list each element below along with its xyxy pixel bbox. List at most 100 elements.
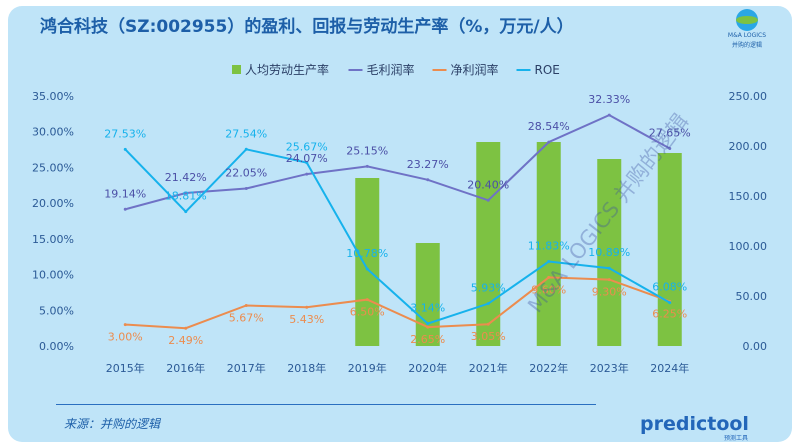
data-point — [123, 207, 127, 211]
source-note: 来源：并购的逻辑 — [64, 417, 161, 431]
bar — [597, 159, 622, 346]
data-point — [305, 305, 309, 309]
bar — [415, 243, 440, 346]
gross-margin-label: 28.54% — [528, 120, 570, 133]
legend-label: 净利润率 — [451, 62, 499, 77]
gross-margin-label: 27.65% — [649, 127, 691, 140]
roe-label: 10.78% — [346, 247, 388, 260]
data-point — [184, 191, 188, 195]
data-point — [607, 278, 611, 282]
data-point — [547, 275, 551, 279]
data-point — [123, 147, 127, 151]
brand-logo: M&A LOGICS 并购的逻辑 — [714, 6, 780, 52]
gross-margin-label: 22.05% — [225, 167, 267, 180]
x-tick-label: 2018年 — [287, 361, 326, 375]
data-point — [426, 178, 430, 182]
data-point — [244, 147, 248, 151]
net-margin-label: 6.50% — [350, 306, 385, 319]
bar — [657, 153, 682, 346]
bar — [536, 142, 561, 346]
data-point — [426, 322, 430, 326]
x-tick-label: 2019年 — [348, 361, 387, 375]
x-tick-label: 2016年 — [166, 361, 205, 375]
data-point — [486, 322, 490, 326]
data-point — [365, 298, 369, 302]
data-point — [607, 266, 611, 270]
brand-subtitle: 预测工具 — [724, 435, 749, 442]
y-right-tick-label: 150.00 — [729, 190, 768, 203]
net-margin-label: 9.60% — [531, 283, 566, 296]
data-point — [486, 302, 490, 306]
chart-title: 鸿合科技（SZ:002955）的盈利、回报与劳动生产率（%，万元/人） — [40, 17, 574, 37]
net-margin-label: 3.00% — [108, 331, 143, 344]
data-point — [668, 301, 672, 305]
x-tick-label: 2024年 — [650, 361, 689, 375]
data-point — [486, 198, 490, 202]
y-left-tick-label: 10.00% — [32, 269, 74, 282]
y-right-tick-label: 200.00 — [729, 140, 768, 153]
source-divider — [56, 404, 596, 405]
net-margin-label: 5.43% — [289, 313, 324, 326]
axes: 0.00% 5.00% 10.00% 15.00% 20.00% 25.00% 30.00%… — [32, 90, 767, 375]
y-right-tick-label: 0.00 — [743, 340, 768, 353]
logo-subtitle: 并购的逻辑 — [731, 42, 762, 49]
gross-margin-label: 23.27% — [407, 158, 449, 171]
bar-series — [355, 142, 682, 346]
roe-line — [124, 148, 671, 325]
legend: 人均劳动生产率 毛利润率 净利润率 ROE — [232, 62, 560, 77]
gross-margin-line — [124, 113, 671, 211]
data-point — [547, 140, 551, 144]
gross-margin-label: 21.42% — [165, 171, 207, 184]
y-left-tick-label: 30.00% — [32, 126, 74, 139]
data-point — [668, 147, 672, 150]
data-point — [184, 210, 188, 214]
legend-label: 人均劳动生产率 — [245, 62, 329, 77]
y-left-tick-label: 25.00% — [32, 161, 74, 174]
brand-name: predictool — [640, 413, 749, 435]
data-point — [365, 267, 369, 271]
roe-label: 5.93% — [471, 282, 506, 295]
x-tick-label: 2021年 — [469, 361, 508, 375]
x-tick-label: 2023年 — [590, 361, 629, 375]
legend-label: 毛利润率 — [367, 62, 415, 77]
net-margin-label: 2.49% — [168, 334, 203, 347]
data-point — [305, 161, 309, 165]
data-point — [607, 113, 611, 117]
roe-label: 11.83% — [528, 240, 570, 253]
data-point — [547, 260, 551, 263]
data-labels: 19.14% 21.42% 22.05% 24.07% 25.15% 23.27% 20.4… — [104, 93, 690, 347]
net-margin-label: 5.67% — [229, 312, 264, 325]
globe-icon — [736, 9, 758, 31]
data-point — [426, 325, 430, 329]
roe-label: 18.81% — [165, 190, 207, 203]
y-left-tick-label: 35.00% — [32, 90, 74, 103]
bar — [476, 142, 501, 346]
roe-label: 27.53% — [104, 127, 146, 140]
net-margin-label: 6.25% — [652, 307, 687, 320]
data-point — [305, 172, 309, 176]
y-right-tick-label: 100.00 — [729, 240, 768, 253]
roe-label: 3.14% — [410, 302, 445, 315]
roe-label: 25.67% — [286, 141, 328, 154]
line-series — [123, 113, 672, 330]
net-margin-line — [125, 276, 671, 330]
net-margin-label: 2.65% — [410, 333, 445, 346]
roe-label: 10.89% — [588, 246, 630, 259]
y-right-tick-label: 250.00 — [729, 90, 768, 103]
y-left-tick-label: 0.00% — [39, 340, 74, 353]
gross-margin-label: 19.14% — [104, 187, 146, 200]
gross-margin-label: 24.07% — [286, 152, 328, 165]
x-tick-label: 2020年 — [408, 361, 447, 375]
data-point — [184, 326, 188, 330]
x-tick-label: 2022年 — [529, 361, 568, 375]
data-point — [365, 164, 369, 168]
legend-label: ROE — [535, 63, 560, 77]
gross-margin-label: 20.40% — [467, 178, 509, 191]
net-margin-label: 9.30% — [592, 286, 627, 299]
legend-swatch-bar — [232, 65, 241, 74]
y-left-tick-label: 15.00% — [32, 233, 74, 246]
roe-label: 6.08% — [652, 281, 687, 294]
y-left-tick-label: 5.00% — [39, 304, 74, 317]
